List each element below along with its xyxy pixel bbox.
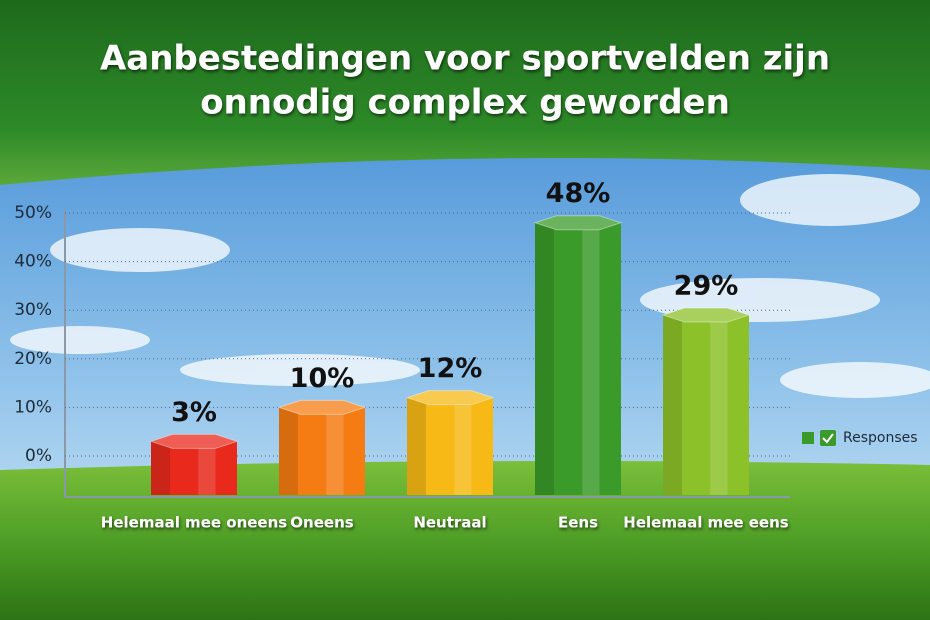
bar-top [405,390,495,406]
legend-label: Responses [843,430,918,446]
bar-top-hl [151,434,237,449]
top-grass [0,0,930,185]
value-label: 10% [290,363,355,394]
bar [405,390,495,495]
legend-check-mark [822,433,834,444]
bar [533,215,623,495]
value-label: 29% [674,271,739,302]
bar-light [326,407,344,495]
bar-light [198,441,216,495]
bar-top [533,215,623,231]
value-label: 12% [418,353,483,384]
bar-top [149,433,239,449]
x-tick-label: Oneens [290,514,353,532]
y-tick-label: 50% [14,203,52,223]
bar-top [277,399,367,415]
bar-light [710,315,728,495]
bar-top-hl [535,215,621,230]
bar-top-hl [407,390,493,405]
y-tick-label: 40% [14,252,52,272]
bar [661,307,751,495]
x-tick-label: Eens [558,514,598,532]
x-tick-label: Helemaal mee oneens [101,514,287,532]
bar-shade [407,397,426,495]
x-tick-label: Helemaal mee eens [623,514,789,532]
bar-light [454,397,472,495]
bar-front [663,315,749,495]
bar [149,433,239,495]
legend-swatch [802,432,814,444]
bar-light [582,222,600,495]
bar-shade [663,315,682,495]
bar [277,399,367,495]
bar-top-hl [279,400,365,415]
chart-title: Aanbestedingen voor sportvelden zijn [100,39,830,79]
x-tick-label: Neutraal [413,514,486,532]
bottom-grass [0,461,930,620]
bar-front [407,397,493,495]
value-label: 48% [546,178,611,209]
clouds [10,174,930,398]
bar-shade [151,441,170,495]
y-tick-label: 10% [14,397,52,417]
bar-front [279,407,365,495]
y-tick-label: 0% [25,446,52,466]
bar-front [535,222,621,495]
legend-check [820,430,836,446]
y-tick-label: 20% [14,349,52,369]
bar-top [661,307,751,323]
value-label: 3% [171,397,217,428]
bar-top-hl [663,308,749,323]
bar-front [151,441,237,495]
chart-title: onnodig complex geworden [200,83,730,123]
y-tick-label: 30% [14,300,52,320]
bar-shade [279,407,298,495]
bar-shade [535,222,554,495]
